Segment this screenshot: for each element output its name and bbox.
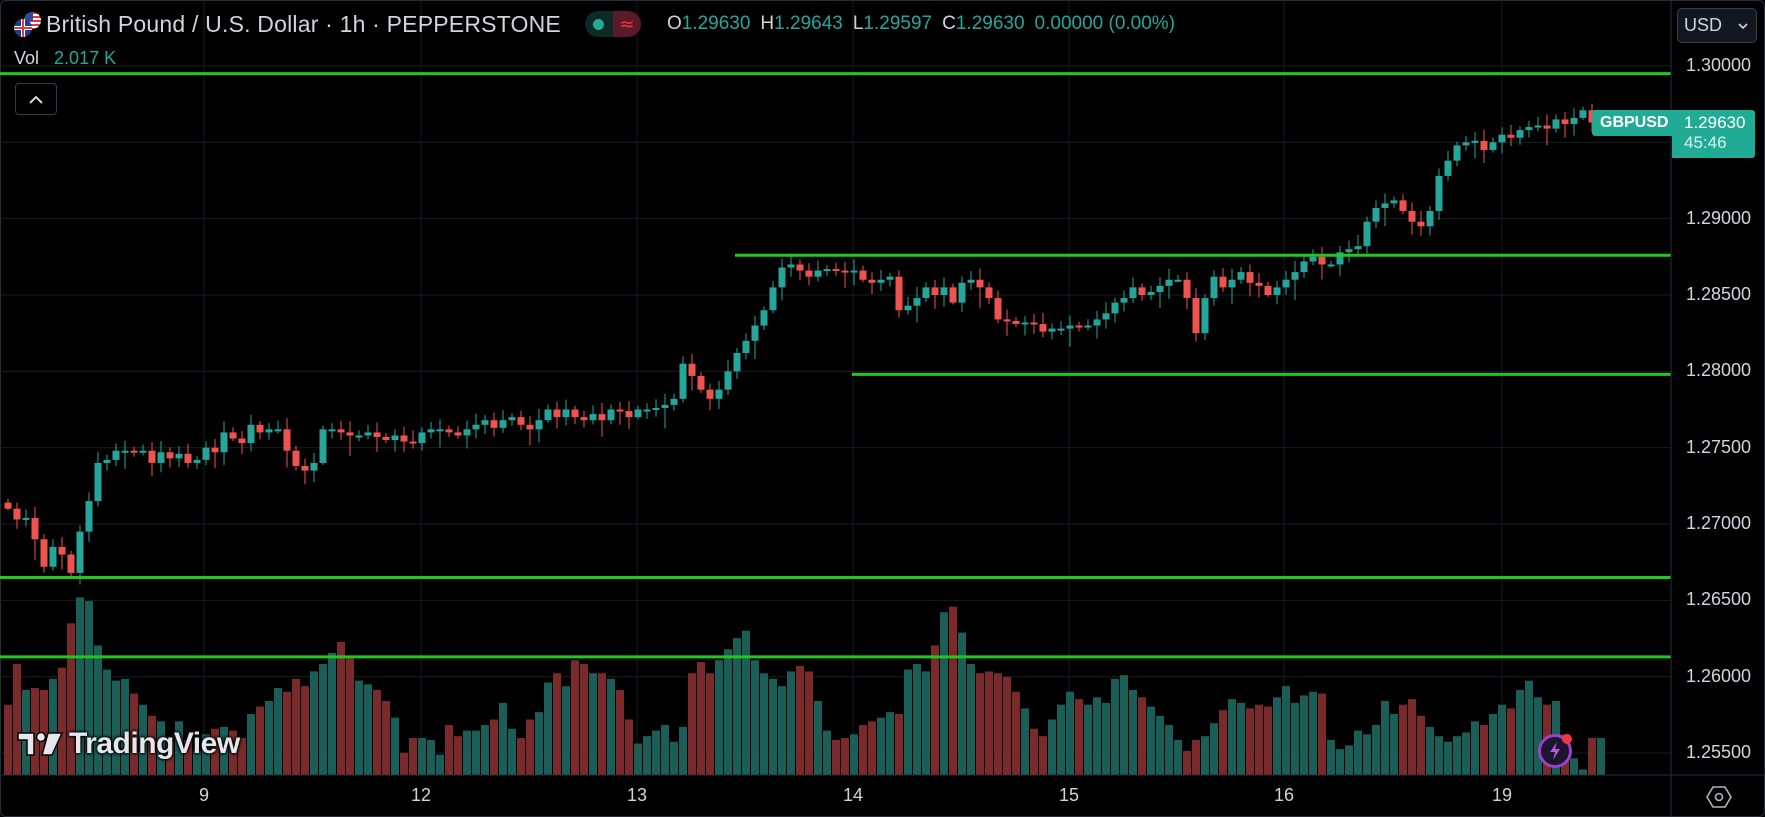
symbol-price-tag: GBPUSD xyxy=(1592,110,1677,136)
time-axis-label: 13 xyxy=(626,785,648,805)
open-value: 1.29630 xyxy=(681,13,751,34)
symbol-legend[interactable]: British Pound / U.S. Dollar · 1h · PEPPE… xyxy=(12,10,1185,38)
close-value: 1.29630 xyxy=(955,13,1025,34)
price-axis-label: 1.27000 xyxy=(1686,513,1752,533)
bar-countdown: 45:46 xyxy=(1684,133,1727,152)
chevron-up-icon xyxy=(29,95,43,104)
price-axis-label: 1.27500 xyxy=(1686,436,1752,457)
time-axis-label: 9 xyxy=(198,785,210,805)
low-value: 1.29597 xyxy=(863,13,933,34)
time-axis-label: 15 xyxy=(1058,785,1080,805)
price-axis-label: 1.28000 xyxy=(1686,360,1752,381)
collapse-legend-button[interactable] xyxy=(15,83,57,115)
watermark-text: TradingView xyxy=(69,727,240,760)
close-label: C xyxy=(942,13,956,34)
change-value: 0.00000 (0.00%) xyxy=(1034,13,1176,34)
price-axis-label: 1.26500 xyxy=(1686,589,1752,610)
time-axis-label: 14 xyxy=(842,785,864,805)
market-open-icon xyxy=(584,11,613,37)
price-axis-label: 1.29000 xyxy=(1686,207,1752,228)
price-axis-label: 1.26000 xyxy=(1686,665,1752,686)
price-axis-label: 1.30000 xyxy=(1686,55,1752,75)
volume-legend[interactable]: Vol 2.017 K xyxy=(14,48,116,69)
low-label: L xyxy=(852,13,864,34)
time-axis-label: 12 xyxy=(410,785,432,805)
alerts-bolt-button[interactable] xyxy=(1538,734,1572,768)
symbol-title[interactable]: British Pound / U.S. Dollar · 1h · PEPPE… xyxy=(46,10,561,37)
time-axis-label: 16 xyxy=(1273,785,1295,805)
volume-bars xyxy=(4,597,1605,775)
high-value: 1.29643 xyxy=(774,13,843,34)
time-axis-label: 19 xyxy=(1491,785,1513,805)
market-status-pill[interactable]: ≈ xyxy=(584,11,641,37)
horizontal-levels[interactable] xyxy=(0,72,1671,659)
open-label: O xyxy=(666,13,682,34)
volume-value: 2.017 K xyxy=(54,48,117,68)
tradingview-logo-icon xyxy=(17,731,63,756)
volume-label: Vol xyxy=(14,48,40,68)
chart-settings-gear-icon[interactable] xyxy=(1706,784,1732,810)
last-price-value: 1.29630 xyxy=(1684,113,1746,132)
notification-dot xyxy=(1562,734,1572,744)
lightning-icon xyxy=(1550,742,1560,760)
tradingview-watermark[interactable]: TradingView xyxy=(17,727,240,761)
currency-select[interactable]: USD xyxy=(1677,8,1757,43)
currency-flags-icon xyxy=(12,10,42,38)
currency-value: USD xyxy=(1684,15,1723,35)
candlesticks xyxy=(4,104,1605,585)
price-axis-label: 1.25500 xyxy=(1686,742,1752,762)
price-axis-label: 1.28500 xyxy=(1686,284,1752,304)
high-label: H xyxy=(760,13,775,34)
last-price-label: 1.29630 45:46 xyxy=(1672,110,1755,158)
approx-icon: ≈ xyxy=(612,11,641,37)
uk-flag-icon xyxy=(14,19,32,37)
grid-lines xyxy=(0,0,1671,775)
ohlc-values: O 1.29630 H 1.29643 L 1.29597 C 1.29630 … xyxy=(667,13,1185,35)
chevron-down-icon xyxy=(1738,22,1748,29)
